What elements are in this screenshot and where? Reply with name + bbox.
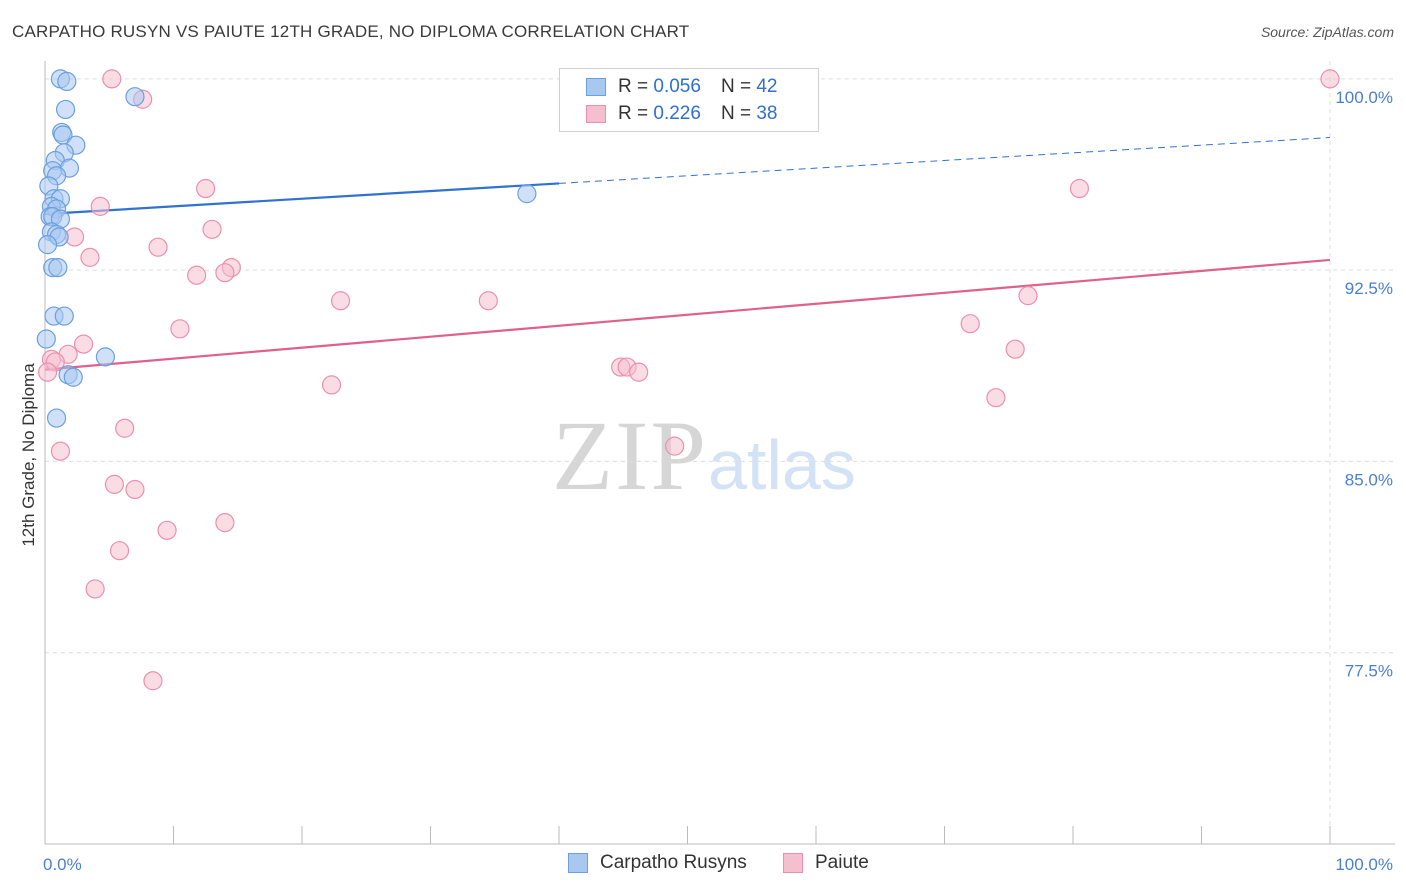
legend-swatch-pink <box>783 853 803 873</box>
point-paiute <box>148 237 168 257</box>
legend-r-value: 0.056 <box>653 76 701 97</box>
point-paiute <box>196 178 216 199</box>
legend-swatch-blue <box>586 78 606 96</box>
legend-label: Paiute <box>815 852 869 873</box>
point-paiute <box>37 362 58 382</box>
point-paiute <box>85 579 105 599</box>
point-paiute <box>215 513 235 533</box>
point-paiute <box>1005 339 1025 359</box>
y-tick-label: 92.5% <box>1345 279 1393 298</box>
legend-row-paiute: R = 0.226 N = 38 <box>586 102 777 126</box>
stats-legend: R = 0.056 N = 42 R = 0.226 N = 38 <box>559 68 819 132</box>
point-carpatho-rusyns <box>54 306 74 326</box>
tick-labels: 77.5% 85.0% 92.5% 100.0% 0.0% 100.0% <box>43 88 1393 874</box>
point-carpatho-rusyns <box>46 408 67 428</box>
point-paiute <box>986 388 1006 408</box>
point-paiute <box>478 291 498 311</box>
point-paiute <box>125 479 145 500</box>
point-paiute <box>1018 286 1038 306</box>
point-paiute <box>202 219 222 239</box>
point-paiute <box>104 474 124 494</box>
y-tick-label: 77.5% <box>1345 662 1393 681</box>
point-paiute <box>170 319 190 339</box>
point-paiute <box>115 418 135 438</box>
point-paiute <box>50 441 71 461</box>
trend-line-paiute <box>44 258 1331 371</box>
legend-n-label: N = <box>720 103 752 124</box>
x-tick-label: 100.0% <box>1335 855 1393 874</box>
legend-row-carpatho: R = 0.056 N = 42 <box>586 75 777 99</box>
series-legend: Carpatho Rusyns Paiute <box>0 852 1406 876</box>
point-carpatho-rusyns <box>55 99 76 120</box>
legend-n-value: 38 <box>756 103 778 124</box>
point-carpatho-rusyns <box>36 329 56 349</box>
watermark: ZIPatlas <box>552 398 856 513</box>
legend-n-value: 42 <box>756 76 778 97</box>
trend-line-carpatho-rusyns-projection <box>558 137 1331 184</box>
point-carpatho-rusyns <box>125 87 145 107</box>
point-paiute <box>90 196 110 216</box>
point-paiute <box>1069 178 1090 199</box>
y-axis-label: 12th Grade, No Diploma <box>19 363 38 547</box>
gridlines <box>45 61 1395 844</box>
point-paiute <box>1320 69 1340 89</box>
trend-line-carpatho-rusyns <box>44 182 560 216</box>
legend-item-paiute[interactable]: Paiute <box>783 852 869 874</box>
legend-n-label: N = <box>720 76 752 97</box>
point-paiute <box>330 291 351 311</box>
point-carpatho-rusyns <box>48 257 68 278</box>
point-paiute <box>73 334 94 354</box>
x-tick-label: 0.0% <box>43 855 82 874</box>
point-carpatho-rusyns <box>517 184 537 204</box>
source-label: Source: ZipAtlas.com <box>1260 24 1394 40</box>
point-carpatho-rusyns <box>95 347 115 367</box>
watermark-atlas: atlas <box>708 426 856 504</box>
trend-lines <box>44 137 1331 371</box>
legend-r-label: R = <box>618 76 649 97</box>
point-paiute <box>187 265 207 285</box>
point-carpatho-rusyns <box>63 367 83 387</box>
point-paiute <box>215 263 235 283</box>
point-paiute <box>629 362 649 382</box>
point-carpatho-rusyns <box>57 71 77 92</box>
point-paiute <box>157 520 177 540</box>
point-paiute <box>665 436 685 456</box>
legend-r-value: 0.226 <box>653 103 701 124</box>
legend-swatch-pink <box>586 105 606 123</box>
legend-label: Carpatho Rusyns <box>600 852 747 873</box>
point-paiute <box>143 671 163 691</box>
point-paiute <box>80 247 100 267</box>
point-paiute <box>321 375 342 395</box>
y-tick-label: 100.0% <box>1335 88 1393 107</box>
y-tick-label: 85.0% <box>1345 470 1393 489</box>
point-paiute <box>102 69 122 89</box>
chart-title: CARPATHO RUSYN VS PAIUTE 12TH GRADE, NO … <box>12 22 690 41</box>
legend-swatch-blue <box>568 853 588 873</box>
legend-item-carpatho-rusyns[interactable]: Carpatho Rusyns <box>568 852 747 874</box>
watermark-zip: ZIP <box>552 400 708 511</box>
axes <box>44 61 1395 845</box>
data-points <box>36 69 1340 691</box>
point-carpatho-rusyns <box>37 235 58 255</box>
point-paiute <box>960 314 980 334</box>
legend-r-label: R = <box>618 103 649 124</box>
point-paiute <box>109 541 130 561</box>
